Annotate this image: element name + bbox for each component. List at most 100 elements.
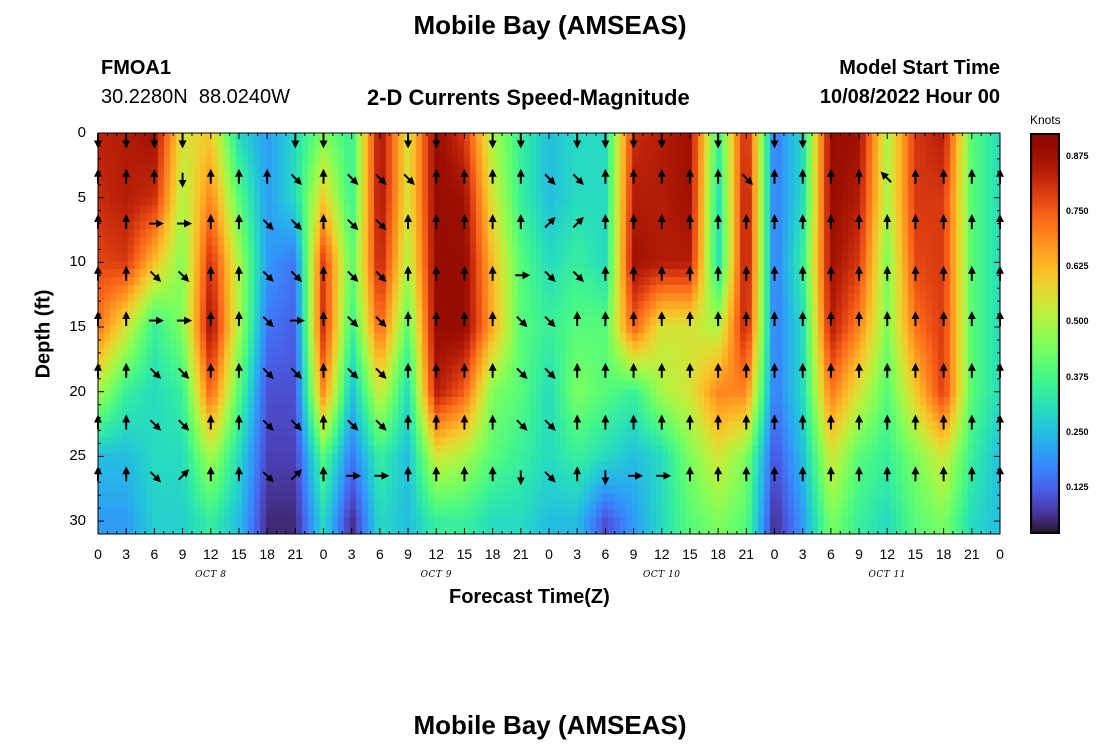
axes bbox=[97, 132, 1001, 535]
date-label: OCT 10 bbox=[642, 570, 681, 580]
current-speed-heatmap bbox=[98, 133, 1000, 534]
y-tick-label: 20 bbox=[69, 382, 86, 400]
date-label: OCT 11 bbox=[868, 570, 907, 580]
x-tick-label: 18 bbox=[484, 546, 501, 562]
x-tick-label: 21 bbox=[513, 546, 529, 562]
x-tick-label: 3 bbox=[347, 546, 356, 562]
x-tick-label: 15 bbox=[682, 546, 698, 562]
page-title: Mobile Bay (AMSEAS) bbox=[413, 10, 687, 40]
colorbar-tick-label: 0.375 bbox=[1066, 371, 1089, 382]
date-label: OCT 9 bbox=[420, 570, 452, 580]
current-vector-arrow bbox=[375, 270, 387, 283]
current-vector-arrow bbox=[375, 218, 387, 231]
current-vector-arrow bbox=[516, 367, 528, 380]
model-start-time: 10/08/2022 Hour 00 bbox=[819, 86, 1000, 108]
current-vector-arrow bbox=[544, 367, 556, 380]
x-tick-label: 0 bbox=[94, 546, 102, 562]
current-vector-arrow bbox=[572, 270, 584, 283]
x-tick-label: 15 bbox=[231, 546, 247, 562]
model-start-label: Model Start Time bbox=[839, 57, 1000, 79]
x-tick-label: 6 bbox=[150, 546, 159, 562]
current-vector-arrow bbox=[375, 367, 387, 380]
current-vector-arrow bbox=[262, 315, 274, 328]
x-tick-label: 6 bbox=[375, 546, 384, 562]
colorbar-tick-label: 0.625 bbox=[1066, 261, 1089, 272]
current-vector-arrow bbox=[375, 315, 387, 328]
current-vector-arrow bbox=[290, 173, 303, 185]
current-vector-arrow bbox=[375, 419, 387, 431]
x-tick-label: 18 bbox=[935, 546, 952, 562]
current-vector-arrow bbox=[347, 315, 359, 328]
x-tick-label: 9 bbox=[404, 546, 412, 562]
station-id: FMOA1 bbox=[101, 57, 171, 79]
current-vector-arrow bbox=[262, 419, 274, 431]
y-axis-label: Depth (ft) bbox=[32, 289, 55, 379]
x-tick-label: 3 bbox=[798, 546, 807, 562]
date-label: OCT 8 bbox=[195, 570, 227, 580]
x-axis-label: Forecast Time(Z) bbox=[449, 586, 610, 608]
colorbar-tick-label: 0.125 bbox=[1066, 481, 1089, 492]
x-tick-label: 12 bbox=[653, 546, 670, 562]
current-vector-arrow bbox=[177, 469, 190, 481]
x-tick-label: 3 bbox=[122, 546, 131, 562]
y-tick-label: 25 bbox=[69, 447, 86, 465]
current-vector-arrow bbox=[544, 419, 556, 431]
current-vector-arrow bbox=[347, 270, 359, 283]
x-tick-label: 15 bbox=[907, 546, 924, 562]
current-vector-arrow bbox=[177, 419, 190, 431]
x-tick-label: 18 bbox=[710, 546, 726, 562]
current-vector-arrow bbox=[290, 270, 303, 283]
x-tick-label: 12 bbox=[879, 546, 896, 562]
y-tick-label: 30 bbox=[69, 512, 86, 530]
x-tick-label: 21 bbox=[738, 546, 755, 562]
current-vector-arrow bbox=[262, 471, 274, 483]
current-vector-arrow bbox=[347, 367, 359, 380]
current-vector-arrow bbox=[544, 471, 556, 483]
current-vector-arrow bbox=[375, 173, 387, 185]
colorbar bbox=[1030, 133, 1060, 534]
current-vector-arrow bbox=[262, 270, 274, 283]
x-tick-label: 21 bbox=[964, 546, 980, 562]
x-tick-label: 12 bbox=[202, 546, 219, 562]
current-vector-arrow bbox=[544, 173, 556, 185]
colorbar-tick-label: 0.250 bbox=[1066, 426, 1089, 437]
plot-frame bbox=[97, 132, 1001, 535]
current-vector-arrow bbox=[516, 419, 528, 431]
current-vector-arrow bbox=[347, 419, 359, 431]
x-tick-label: 0 bbox=[545, 546, 553, 562]
station-coordinates: 30.2280N 88.0240W bbox=[101, 86, 291, 108]
current-vector-arrow bbox=[149, 471, 162, 483]
colorbar-tick-label: 0.750 bbox=[1066, 206, 1089, 217]
colorbar-tick-label: 0.500 bbox=[1066, 316, 1089, 327]
y-tick-label: 5 bbox=[77, 188, 86, 206]
x-tick-label: 0 bbox=[996, 546, 1004, 562]
x-tick-label: 0 bbox=[319, 546, 328, 562]
x-tick-label: 9 bbox=[629, 546, 638, 562]
current-vector-arrow bbox=[290, 469, 303, 481]
current-vector-arrow bbox=[880, 171, 892, 183]
current-vector-arrow bbox=[403, 173, 415, 185]
plot-title: 2-D Currents Speed-Magnitude bbox=[367, 85, 690, 110]
x-tick-label: 12 bbox=[428, 546, 445, 562]
x-tick-label: 0 bbox=[770, 546, 779, 562]
y-tick-label: 15 bbox=[69, 318, 86, 336]
current-vector-arrow bbox=[347, 173, 359, 185]
current-vector-arrow bbox=[177, 367, 190, 380]
current-vector-arrow bbox=[290, 419, 303, 431]
current-vector-arrow bbox=[544, 270, 556, 283]
current-vector-arrow bbox=[177, 270, 190, 283]
current-vector-arrow bbox=[290, 367, 303, 380]
x-tick-label: 6 bbox=[826, 546, 835, 562]
current-vector-arrow bbox=[572, 173, 584, 185]
current-direction-vectors bbox=[94, 133, 1004, 486]
y-tick-label: 10 bbox=[69, 253, 86, 271]
current-vector-arrow bbox=[572, 216, 584, 229]
x-tick-label: 18 bbox=[259, 546, 275, 562]
colorbar-tick-label: 0.875 bbox=[1066, 151, 1089, 162]
footer-title: Mobile Bay (AMSEAS) bbox=[413, 710, 687, 740]
x-tick-label: 3 bbox=[573, 546, 582, 562]
current-vector-arrow bbox=[149, 367, 162, 380]
x-tick-label: 6 bbox=[601, 546, 610, 562]
current-vector-arrow bbox=[516, 315, 528, 328]
